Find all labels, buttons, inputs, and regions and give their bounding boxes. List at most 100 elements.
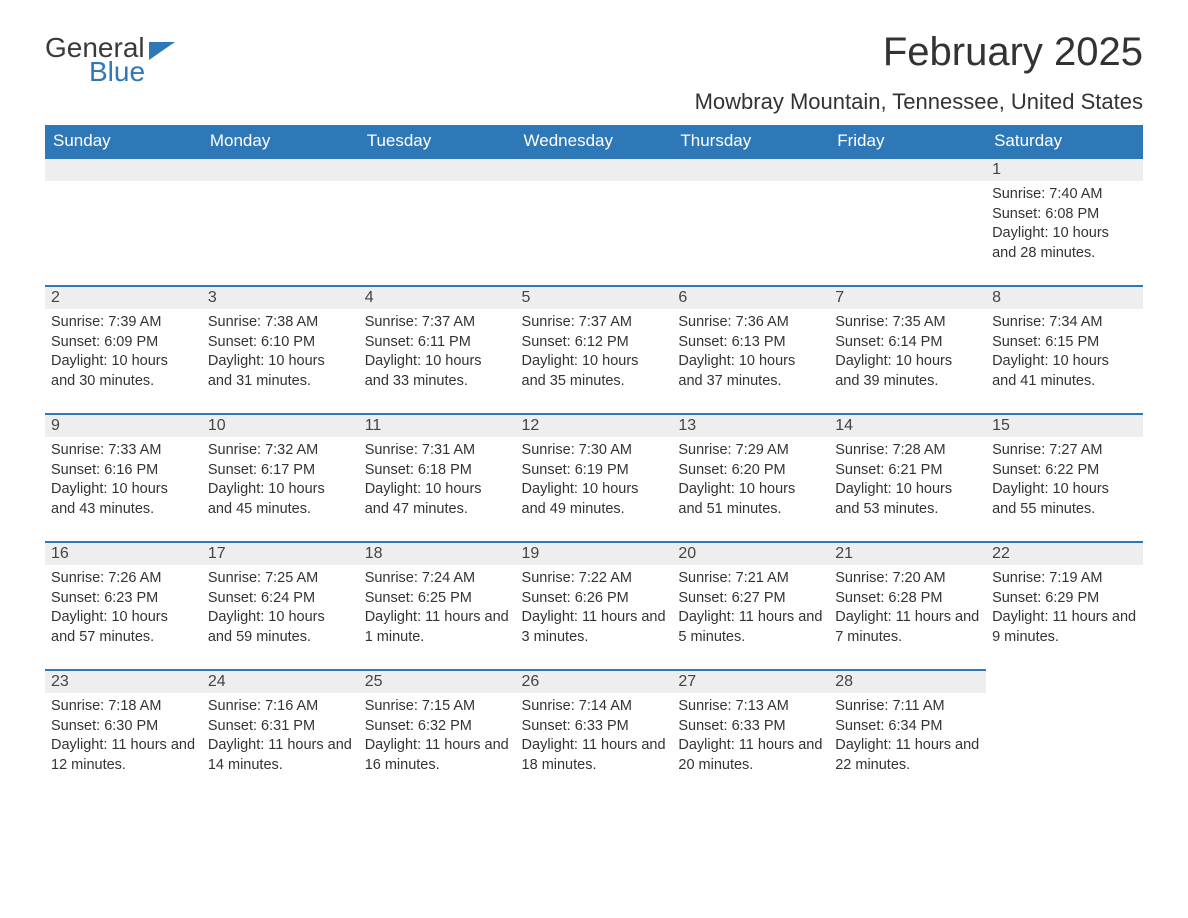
calendar-day-cell: 10 Sunrise: 7:32 AMSunset: 6:17 PMDayligh… <box>202 413 359 541</box>
calendar-day-cell: 20Sunrise: 7:21 AMSunset: 6:27 PMDayligh… <box>672 541 829 669</box>
day-number: 18 <box>359 541 516 565</box>
calendar-day-cell <box>829 157 986 285</box>
blank-day-header <box>516 157 673 181</box>
calendar-week-row: 1Sunrise: 7:40 AMSunset: 6:08 PMDaylight… <box>45 157 1143 285</box>
sunset-line: Sunset: 6:29 PM <box>992 589 1137 609</box>
day-info: Sunrise: 7:29 AMSunset: 6:20 PMDaylight:… <box>678 441 823 519</box>
day-info: Sunrise: 7:33 AMSunset: 6:16 PMDaylight:… <box>51 441 196 519</box>
day-info: Sunrise: 7:20 AMSunset: 6:28 PMDaylight:… <box>835 569 980 647</box>
day-info: Sunrise: 7:11 AMSunset: 6:34 PMDaylight:… <box>835 697 980 775</box>
day-number: 13 <box>672 413 829 437</box>
sunrise-line: Sunrise: 7:32 AM <box>208 441 353 461</box>
calendar-day-cell: 9 Sunrise: 7:33 AMSunset: 6:16 PMDaylight… <box>45 413 202 541</box>
day-number: 19 <box>516 541 673 565</box>
sunset-line: Sunset: 6:24 PM <box>208 589 353 609</box>
calendar-day-cell: 25Sunrise: 7:15 AMSunset: 6:32 PMDayligh… <box>359 669 516 797</box>
sunrise-line: Sunrise: 7:27 AM <box>992 441 1137 461</box>
sunrise-line: Sunrise: 7:14 AM <box>522 697 667 717</box>
day-info: Sunrise: 7:21 AMSunset: 6:27 PMDaylight:… <box>678 569 823 647</box>
calendar-week-row: 9 Sunrise: 7:33 AMSunset: 6:16 PMDaylight… <box>45 413 1143 541</box>
daylight-line: Daylight: 10 hours and 28 minutes. <box>992 224 1137 263</box>
calendar-day-cell: 28Sunrise: 7:11 AMSunset: 6:34 PMDayligh… <box>829 669 986 797</box>
weekday-header: Sunday <box>45 125 202 157</box>
sunset-line: Sunset: 6:12 PM <box>522 333 667 353</box>
day-number: 9 <box>45 413 202 437</box>
calendar-body: 1Sunrise: 7:40 AMSunset: 6:08 PMDaylight… <box>45 157 1143 797</box>
sunset-line: Sunset: 6:15 PM <box>992 333 1137 353</box>
day-number: 7 <box>829 285 986 309</box>
day-info: Sunrise: 7:32 AMSunset: 6:17 PMDaylight:… <box>208 441 353 519</box>
calendar-day-cell: 22Sunrise: 7:19 AMSunset: 6:29 PMDayligh… <box>986 541 1143 669</box>
day-number: 16 <box>45 541 202 565</box>
sunset-line: Sunset: 6:17 PM <box>208 461 353 481</box>
sunrise-line: Sunrise: 7:26 AM <box>51 569 196 589</box>
day-number: 15 <box>986 413 1143 437</box>
calendar-day-cell: 13 Sunrise: 7:29 AMSunset: 6:20 PMDayligh… <box>672 413 829 541</box>
calendar-week-row: 2Sunrise: 7:39 AMSunset: 6:09 PMDaylight… <box>45 285 1143 413</box>
day-info: Sunrise: 7:35 AMSunset: 6:14 PMDaylight:… <box>835 313 980 391</box>
sunrise-line: Sunrise: 7:15 AM <box>365 697 510 717</box>
calendar-day-cell <box>986 669 1143 797</box>
sunrise-line: Sunrise: 7:28 AM <box>835 441 980 461</box>
day-info: Sunrise: 7:13 AMSunset: 6:33 PMDaylight:… <box>678 697 823 775</box>
sunset-line: Sunset: 6:10 PM <box>208 333 353 353</box>
sunset-line: Sunset: 6:21 PM <box>835 461 980 481</box>
daylight-line: Daylight: 11 hours and 1 minute. <box>365 608 510 647</box>
calendar-day-cell: 5 Sunrise: 7:37 AMSunset: 6:12 PMDaylight… <box>516 285 673 413</box>
sunset-line: Sunset: 6:22 PM <box>992 461 1137 481</box>
calendar-day-cell: 24Sunrise: 7:16 AMSunset: 6:31 PMDayligh… <box>202 669 359 797</box>
calendar-day-cell: 2Sunrise: 7:39 AMSunset: 6:09 PMDaylight… <box>45 285 202 413</box>
day-number: 5 <box>516 285 673 309</box>
sunset-line: Sunset: 6:16 PM <box>51 461 196 481</box>
daylight-line: Daylight: 10 hours and 53 minutes. <box>835 480 980 519</box>
daylight-line: Daylight: 11 hours and 5 minutes. <box>678 608 823 647</box>
daylight-line: Daylight: 10 hours and 43 minutes. <box>51 480 196 519</box>
sunrise-line: Sunrise: 7:16 AM <box>208 697 353 717</box>
daylight-line: Daylight: 10 hours and 57 minutes. <box>51 608 196 647</box>
day-info: Sunrise: 7:28 AMSunset: 6:21 PMDaylight:… <box>835 441 980 519</box>
calendar-day-cell <box>202 157 359 285</box>
calendar-day-cell: 18Sunrise: 7:24 AMSunset: 6:25 PMDayligh… <box>359 541 516 669</box>
sunset-line: Sunset: 6:26 PM <box>522 589 667 609</box>
sunset-line: Sunset: 6:28 PM <box>835 589 980 609</box>
day-info: Sunrise: 7:25 AMSunset: 6:24 PMDaylight:… <box>208 569 353 647</box>
day-number: 2 <box>45 285 202 309</box>
sunrise-line: Sunrise: 7:18 AM <box>51 697 196 717</box>
day-number: 1 <box>986 157 1143 181</box>
sunrise-line: Sunrise: 7:19 AM <box>992 569 1137 589</box>
day-number: 17 <box>202 541 359 565</box>
day-number: 10 <box>202 413 359 437</box>
day-info: Sunrise: 7:26 AMSunset: 6:23 PMDaylight:… <box>51 569 196 647</box>
calendar-day-cell: 23Sunrise: 7:18 AMSunset: 6:30 PMDayligh… <box>45 669 202 797</box>
day-number: 8 <box>986 285 1143 309</box>
daylight-line: Daylight: 10 hours and 45 minutes. <box>208 480 353 519</box>
sunset-line: Sunset: 6:19 PM <box>522 461 667 481</box>
sunset-line: Sunset: 6:14 PM <box>835 333 980 353</box>
day-number: 12 <box>516 413 673 437</box>
sunset-line: Sunset: 6:34 PM <box>835 717 980 737</box>
sunrise-line: Sunrise: 7:37 AM <box>522 313 667 333</box>
day-info: Sunrise: 7:37 AMSunset: 6:12 PMDaylight:… <box>522 313 667 391</box>
calendar-week-row: 16 Sunrise: 7:26 AMSunset: 6:23 PMDayligh… <box>45 541 1143 669</box>
sunrise-line: Sunrise: 7:22 AM <box>522 569 667 589</box>
weekday-header: Friday <box>829 125 986 157</box>
sunrise-line: Sunrise: 7:24 AM <box>365 569 510 589</box>
calendar-day-cell: 1Sunrise: 7:40 AMSunset: 6:08 PMDaylight… <box>986 157 1143 285</box>
sunrise-line: Sunrise: 7:35 AM <box>835 313 980 333</box>
day-number: 6 <box>672 285 829 309</box>
sunrise-line: Sunrise: 7:31 AM <box>365 441 510 461</box>
day-number: 25 <box>359 669 516 693</box>
sunset-line: Sunset: 6:31 PM <box>208 717 353 737</box>
day-number: 26 <box>516 669 673 693</box>
daylight-line: Daylight: 10 hours and 51 minutes. <box>678 480 823 519</box>
sunset-line: Sunset: 6:32 PM <box>365 717 510 737</box>
day-info: Sunrise: 7:38 AMSunset: 6:10 PMDaylight:… <box>208 313 353 391</box>
calendar-week-row: 23Sunrise: 7:18 AMSunset: 6:30 PMDayligh… <box>45 669 1143 797</box>
day-number: 24 <box>202 669 359 693</box>
calendar-table: SundayMondayTuesdayWednesdayThursdayFrid… <box>45 125 1143 797</box>
daylight-line: Daylight: 11 hours and 20 minutes. <box>678 736 823 775</box>
calendar-day-cell <box>516 157 673 285</box>
sunset-line: Sunset: 6:08 PM <box>992 205 1137 225</box>
day-info: Sunrise: 7:34 AMSunset: 6:15 PMDaylight:… <box>992 313 1137 391</box>
logo-word-blue: Blue <box>89 58 175 86</box>
